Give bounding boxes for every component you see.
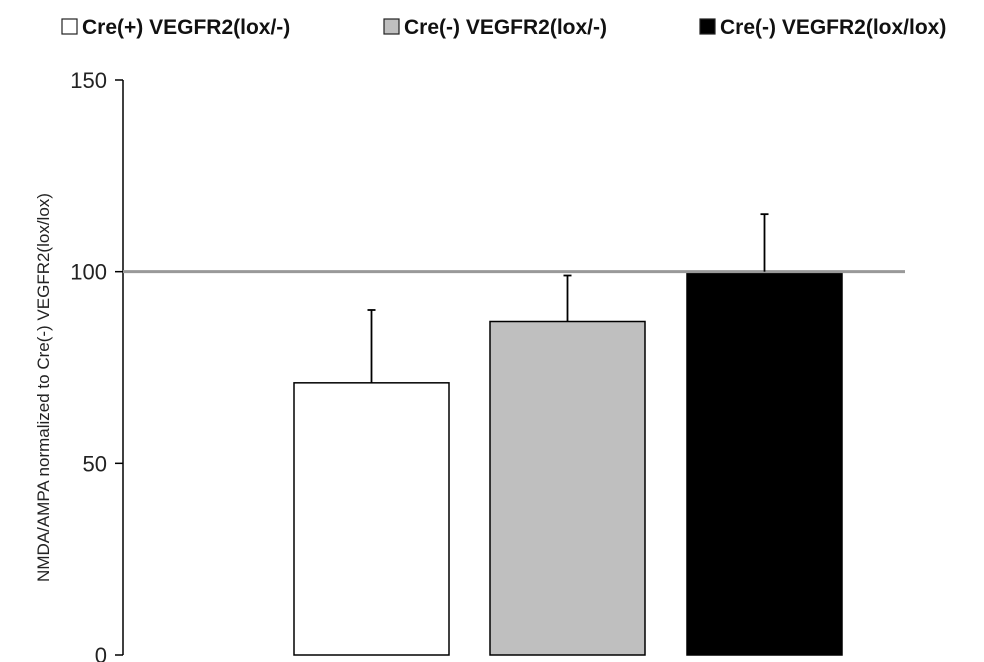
y-axis-label: NMDA/AMPA normalized to Cre(-) VEGFR2(lo… bbox=[34, 193, 53, 582]
legend-swatch-1 bbox=[61, 18, 78, 35]
y-tick-label-50: 50 bbox=[83, 451, 107, 476]
y-tick-label-150: 150 bbox=[70, 68, 107, 93]
y-tick-label-0: 0 bbox=[95, 643, 107, 662]
legend-swatch-2 bbox=[383, 18, 400, 35]
legend: Cre(+) VEGFR2(lox/-) Cre(-) VEGFR2(lox/-)… bbox=[61, 16, 946, 39]
legend-label-3: Cre(-) VEGFR2(lox/lox) bbox=[720, 16, 946, 39]
legend-label-1: Cre(+) VEGFR2(lox/-) bbox=[82, 16, 290, 39]
bar-2 bbox=[489, 320, 646, 656]
legend-label-2: Cre(-) VEGFR2(lox/-) bbox=[404, 16, 607, 39]
error-bars bbox=[367, 213, 769, 383]
y-tick-label-100: 100 bbox=[70, 260, 107, 285]
bar-3 bbox=[686, 270, 843, 656]
legend-swatch-3 bbox=[699, 18, 716, 35]
bars bbox=[293, 270, 843, 656]
bar-1 bbox=[293, 382, 450, 656]
y-axis: 0 50 100 150 NMDA/AMPA normalized to Cre(-) … bbox=[34, 68, 124, 662]
